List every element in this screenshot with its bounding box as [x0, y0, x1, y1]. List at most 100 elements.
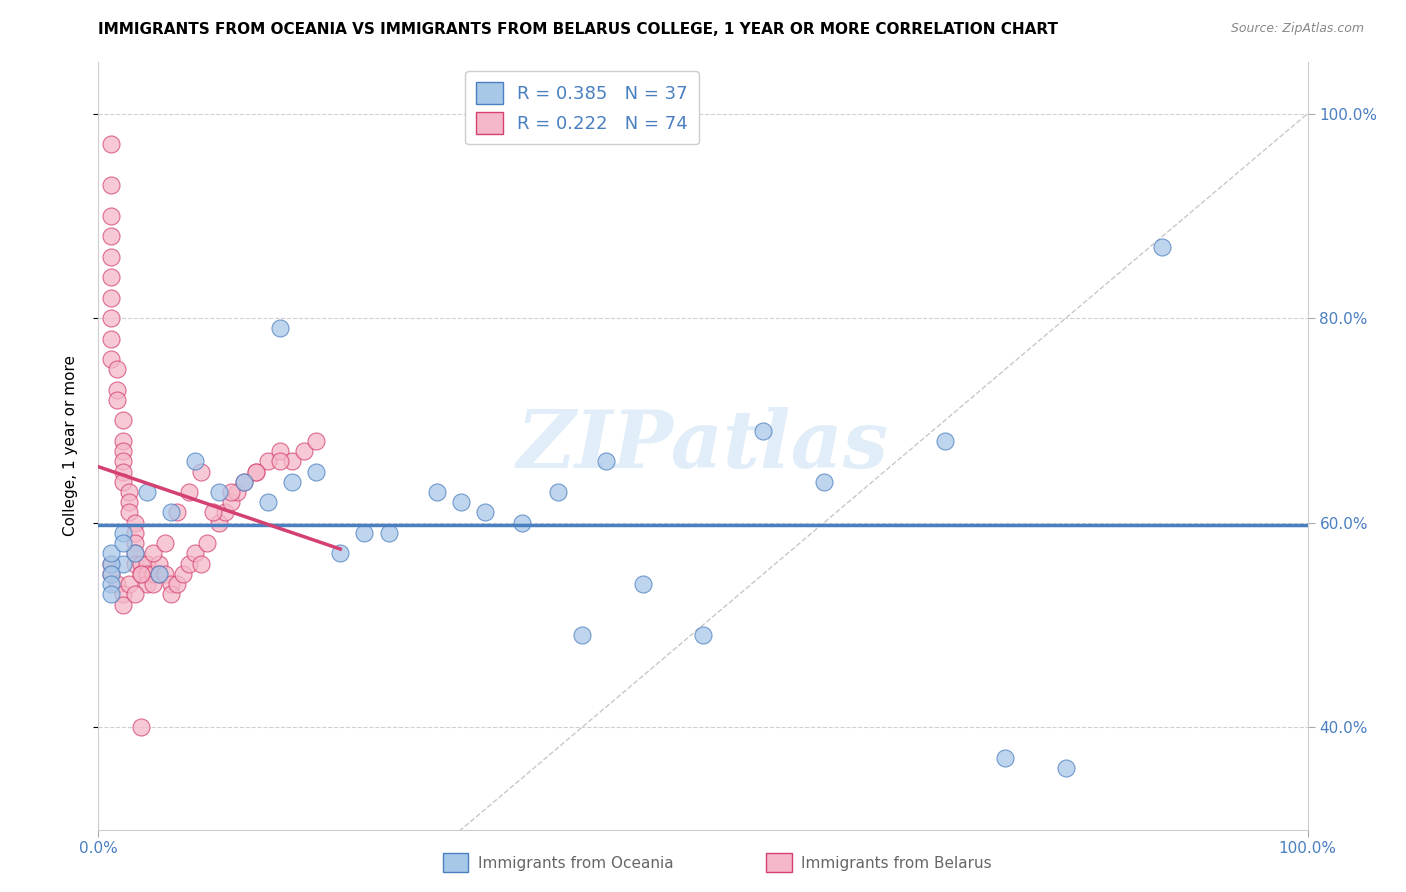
- Point: [292, 444, 315, 458]
- Point: [111, 587, 134, 601]
- Point: [329, 546, 352, 560]
- Point: [184, 454, 207, 468]
- Y-axis label: College, 1 year or more: College, 1 year or more: [63, 356, 77, 536]
- Point: [124, 516, 146, 530]
- Point: [100, 332, 122, 346]
- Point: [474, 506, 496, 520]
- Point: [595, 454, 617, 468]
- Point: [160, 587, 183, 601]
- Point: [631, 577, 654, 591]
- Point: [129, 557, 152, 571]
- Point: [100, 178, 122, 193]
- Point: [142, 566, 165, 581]
- Point: [142, 577, 165, 591]
- Point: [153, 566, 176, 581]
- Point: [100, 546, 122, 560]
- Point: [269, 444, 291, 458]
- Point: [281, 454, 304, 468]
- Point: [124, 525, 146, 540]
- Point: [111, 413, 134, 427]
- Point: [547, 485, 569, 500]
- Point: [166, 506, 188, 520]
- Point: [124, 546, 146, 560]
- Point: [377, 525, 399, 540]
- Point: [100, 566, 122, 581]
- Point: [111, 454, 134, 468]
- Point: [813, 475, 835, 489]
- Point: [100, 577, 122, 591]
- Point: [190, 465, 212, 479]
- Point: [100, 250, 122, 264]
- Point: [256, 454, 278, 468]
- Point: [142, 546, 165, 560]
- Point: [118, 506, 141, 520]
- Point: [1054, 761, 1077, 775]
- Text: Immigrants from Belarus: Immigrants from Belarus: [801, 856, 993, 871]
- Point: [129, 566, 152, 581]
- Text: IMMIGRANTS FROM OCEANIA VS IMMIGRANTS FROM BELARUS COLLEGE, 1 YEAR OR MORE CORRE: IMMIGRANTS FROM OCEANIA VS IMMIGRANTS FR…: [98, 22, 1059, 37]
- Point: [124, 587, 146, 601]
- Point: [124, 557, 146, 571]
- Point: [105, 362, 128, 376]
- Point: [245, 465, 267, 479]
- Point: [172, 566, 194, 581]
- Point: [179, 485, 201, 500]
- Point: [100, 137, 122, 152]
- Point: [148, 566, 170, 581]
- Point: [100, 209, 122, 223]
- Point: [256, 495, 278, 509]
- Text: Immigrants from Oceania: Immigrants from Oceania: [478, 856, 673, 871]
- Point: [111, 598, 134, 612]
- Point: [994, 751, 1017, 765]
- Point: [100, 311, 122, 326]
- Point: [100, 566, 122, 581]
- Point: [105, 392, 128, 407]
- Point: [100, 587, 122, 601]
- Point: [510, 516, 533, 530]
- Point: [450, 495, 472, 509]
- Point: [221, 495, 243, 509]
- Point: [208, 485, 231, 500]
- Point: [111, 536, 134, 550]
- Point: [118, 485, 141, 500]
- Point: [232, 475, 254, 489]
- Point: [934, 434, 956, 448]
- Point: [124, 546, 146, 560]
- Point: [160, 577, 183, 591]
- Point: [232, 475, 254, 489]
- Text: ZIPatlas: ZIPatlas: [517, 408, 889, 484]
- Point: [184, 546, 207, 560]
- Point: [118, 495, 141, 509]
- Text: Source: ZipAtlas.com: Source: ZipAtlas.com: [1230, 22, 1364, 36]
- Point: [129, 566, 152, 581]
- Point: [135, 577, 157, 591]
- Point: [105, 383, 128, 397]
- Point: [135, 566, 157, 581]
- Point: [1152, 239, 1174, 253]
- Point: [105, 577, 128, 591]
- Point: [353, 525, 375, 540]
- Point: [153, 536, 176, 550]
- Point: [111, 475, 134, 489]
- Point: [245, 465, 267, 479]
- Point: [135, 557, 157, 571]
- Point: [148, 557, 170, 571]
- Point: [221, 485, 243, 500]
- Point: [111, 434, 134, 448]
- Point: [111, 557, 134, 571]
- Legend: R = 0.385   N = 37, R = 0.222   N = 74: R = 0.385 N = 37, R = 0.222 N = 74: [465, 71, 699, 145]
- Point: [148, 566, 170, 581]
- Point: [160, 506, 183, 520]
- Point: [305, 465, 328, 479]
- Point: [226, 485, 249, 500]
- Point: [305, 434, 328, 448]
- Point: [111, 444, 134, 458]
- Point: [100, 352, 122, 367]
- Point: [111, 465, 134, 479]
- Point: [100, 557, 122, 571]
- Point: [202, 506, 225, 520]
- Point: [190, 557, 212, 571]
- Point: [752, 424, 775, 438]
- Point: [179, 557, 201, 571]
- Point: [100, 229, 122, 244]
